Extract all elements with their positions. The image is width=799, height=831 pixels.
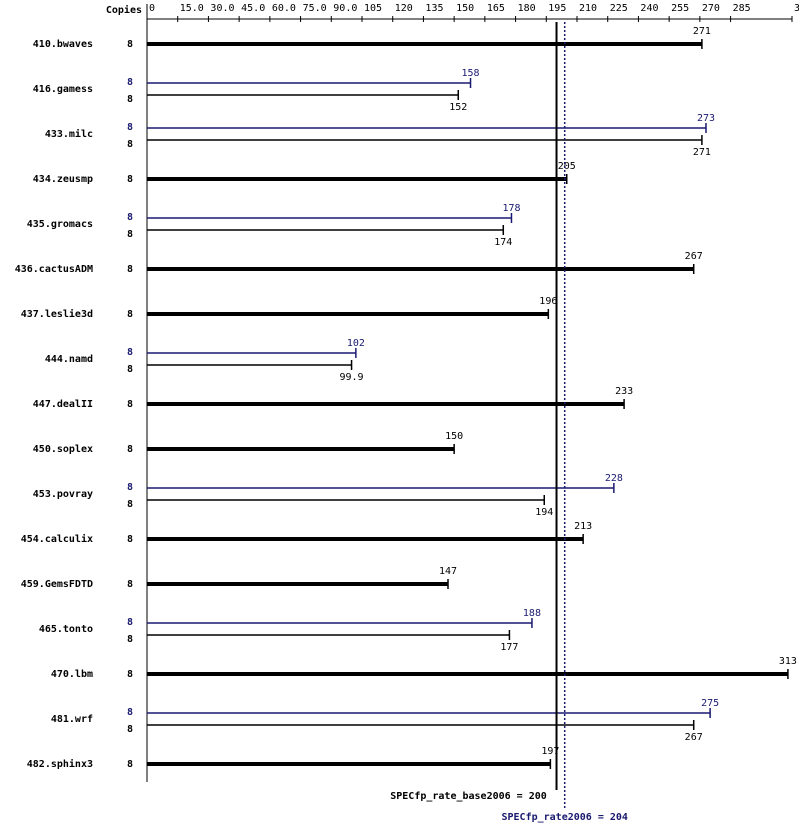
x-tick-label: 180: [518, 3, 536, 14]
category-label: 454.calculix: [21, 533, 93, 545]
value-label: 271: [693, 147, 711, 158]
category-label: 481.wrf: [51, 714, 93, 725]
x-tick-label: 225: [610, 3, 628, 14]
value-label: 267: [685, 732, 703, 743]
copies-label: 8: [127, 364, 133, 375]
copies-label: 8: [127, 347, 133, 358]
value-label: 197: [541, 746, 559, 757]
category-label: 434.zeusmp: [33, 174, 93, 185]
value-label: 150: [445, 431, 463, 442]
value-label: 271: [693, 26, 711, 37]
category-label: 459.GemsFDTD: [21, 579, 93, 590]
x-tick-label: 165: [487, 3, 505, 14]
copies-label: 8: [127, 174, 133, 185]
value-label: 102: [347, 338, 365, 349]
copies-label: 8: [127, 139, 133, 150]
category-label: 447.dealII: [33, 399, 93, 410]
copies-label: 8: [127, 499, 133, 510]
value-label: 177: [500, 642, 518, 653]
x-tick-label: 135: [425, 3, 443, 14]
copies-label: 8: [127, 39, 133, 50]
value-label: 267: [685, 251, 703, 262]
value-label: 233: [615, 386, 633, 397]
value-label: 158: [461, 68, 479, 79]
x-tick-label: 45.0: [241, 3, 265, 14]
value-label: 313: [779, 656, 797, 667]
value-label: 188: [523, 608, 541, 619]
x-tick-label: 15.0: [180, 3, 204, 14]
value-label: 196: [539, 296, 557, 307]
value-label: 273: [697, 113, 715, 124]
category-label: 437.leslie3d: [21, 308, 93, 320]
category-label: 436.cactusADM: [15, 264, 93, 275]
value-label: 178: [502, 203, 520, 214]
category-label: 465.tonto: [39, 624, 93, 635]
x-tick-label: 60.0: [272, 3, 296, 14]
copies-label: 8: [127, 724, 133, 735]
x-tick-label: 285: [733, 3, 751, 14]
copies-label: 8: [127, 759, 133, 770]
x-tick-label: 75.0: [303, 3, 327, 14]
value-label: 99.9: [340, 372, 364, 383]
copies-header: Copies: [106, 4, 142, 16]
x-tick-label: 315: [794, 3, 799, 14]
category-label: 416.gamess: [33, 84, 93, 95]
copies-label: 8: [127, 94, 133, 105]
copies-label: 8: [127, 617, 133, 628]
x-tick-label: 30.0: [210, 3, 234, 14]
copies-label: 8: [127, 229, 133, 240]
x-tick-label: 0: [149, 3, 155, 14]
value-label: 275: [701, 698, 719, 709]
value-label: 213: [574, 521, 592, 532]
category-label: 433.milc: [45, 128, 93, 140]
copies-label: 8: [127, 482, 133, 493]
copies-label: 8: [127, 212, 133, 223]
x-tick-label: 240: [640, 3, 658, 14]
x-tick-label: 195: [548, 3, 566, 14]
x-tick-label: 150: [456, 3, 474, 14]
value-label: 147: [439, 566, 457, 577]
category-label: 482.sphinx3: [27, 758, 93, 770]
category-label: 444.namd: [45, 354, 93, 365]
copies-label: 8: [127, 534, 133, 545]
category-label: 435.gromacs: [27, 219, 93, 230]
copies-label: 8: [127, 77, 133, 88]
copies-label: 8: [127, 122, 133, 133]
value-label: 174: [494, 237, 512, 248]
x-tick-label: 120: [395, 3, 413, 14]
value-label: 205: [558, 161, 576, 172]
copies-label: 8: [127, 309, 133, 320]
category-label: 450.soplex: [33, 444, 93, 455]
category-label: 410.bwaves: [33, 39, 93, 50]
value-label: 152: [449, 102, 467, 113]
copies-label: 8: [127, 707, 133, 718]
value-label: 194: [535, 507, 553, 518]
x-tick-label: 255: [671, 3, 689, 14]
x-tick-label: 105: [364, 3, 382, 14]
copies-label: 8: [127, 444, 133, 455]
copies-label: 8: [127, 579, 133, 590]
copies-label: 8: [127, 669, 133, 680]
reference-label: SPECfp_rate2006 = 204: [501, 812, 627, 823]
x-tick-label: 270: [702, 3, 720, 14]
category-label: 470.lbm: [51, 669, 93, 680]
x-tick-label: 90.0: [333, 3, 357, 14]
category-label: 453.povray: [33, 489, 93, 500]
copies-label: 8: [127, 264, 133, 275]
copies-label: 8: [127, 634, 133, 645]
copies-label: 8: [127, 399, 133, 410]
value-label: 228: [605, 473, 623, 484]
reference-label: SPECfp_rate_base2006 = 200: [390, 791, 547, 802]
x-tick-label: 210: [579, 3, 597, 14]
